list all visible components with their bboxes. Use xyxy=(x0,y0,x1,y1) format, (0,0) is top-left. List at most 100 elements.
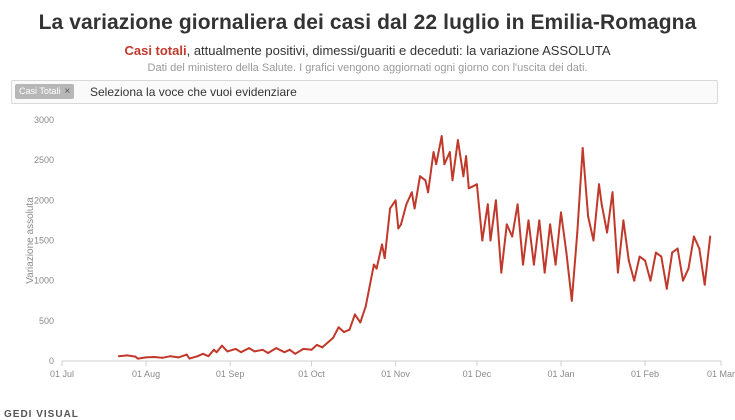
x-tick-label: 01 Aug xyxy=(132,369,160,379)
data-point xyxy=(505,223,508,226)
data-point xyxy=(310,348,313,351)
data-point xyxy=(486,203,489,206)
series-line[interactable] xyxy=(118,135,712,360)
data-point xyxy=(126,354,129,357)
data-point xyxy=(559,211,562,214)
data-point xyxy=(565,251,568,254)
source-note: Dati del ministero della Salute. I grafi… xyxy=(147,62,588,74)
data-point xyxy=(288,348,291,351)
data-point xyxy=(500,271,503,274)
data-point xyxy=(253,350,256,353)
subtitle-rest: , attualmente positivi, dimessi/guariti … xyxy=(186,43,611,58)
data-point xyxy=(665,287,668,290)
data-point xyxy=(136,357,139,360)
data-point xyxy=(570,299,573,302)
data-point xyxy=(633,279,636,282)
series-filter-bar[interactable]: Casi Totali × xyxy=(11,80,718,104)
subtitle-highlight[interactable]: Casi totali xyxy=(124,43,187,58)
data-point xyxy=(326,341,329,344)
x-tick-label: 01 Jan xyxy=(547,369,574,379)
data-point xyxy=(622,219,625,222)
y-axis: 0 500 1000 1500 2000 2500 3000 xyxy=(34,115,54,366)
data-point xyxy=(606,231,609,234)
data-point xyxy=(448,151,451,154)
x-axis: 01 Jul 01 Aug 01 Sep 01 Oct 01 Nov 01 Dec 01 J… xyxy=(50,360,735,379)
data-point xyxy=(185,353,188,356)
data-point xyxy=(554,263,557,266)
data-point xyxy=(581,147,584,150)
data-point xyxy=(294,352,297,355)
data-point xyxy=(489,239,492,242)
x-tick-label: 01 Oct xyxy=(298,369,325,379)
data-point xyxy=(649,279,652,282)
data-point xyxy=(638,255,641,258)
data-point xyxy=(611,191,614,194)
data-point xyxy=(660,255,663,258)
y-tick-label: 2000 xyxy=(34,195,54,205)
data-point xyxy=(134,355,137,358)
data-point xyxy=(440,135,443,138)
data-point xyxy=(381,243,384,246)
data-point xyxy=(389,207,392,210)
data-point xyxy=(597,183,600,186)
data-point xyxy=(207,355,210,358)
data-point xyxy=(343,331,346,334)
y-tick-label: 1500 xyxy=(34,236,54,246)
data-point xyxy=(315,343,318,346)
data-point xyxy=(511,235,514,238)
data-point xyxy=(383,257,386,260)
data-point xyxy=(698,247,701,250)
data-point xyxy=(644,259,647,262)
data-point xyxy=(522,263,525,266)
y-tick-label: 3000 xyxy=(34,115,54,125)
y-tick-label: 2500 xyxy=(34,155,54,165)
data-point xyxy=(703,283,706,286)
data-point xyxy=(481,239,484,242)
series-layer xyxy=(117,135,712,360)
data-point xyxy=(682,279,685,282)
selected-series-chip[interactable]: Casi Totali × xyxy=(15,84,75,99)
data-point xyxy=(616,271,619,274)
data-point xyxy=(248,347,251,350)
data-point xyxy=(399,223,402,226)
data-point xyxy=(302,347,305,350)
data-point xyxy=(394,199,397,202)
x-tick-label: 01 Sep xyxy=(216,369,245,379)
data-point xyxy=(397,227,400,230)
data-point xyxy=(215,351,218,354)
data-point xyxy=(692,235,695,238)
data-point xyxy=(221,344,224,347)
data-point xyxy=(405,203,408,206)
data-point xyxy=(332,336,335,339)
data-point xyxy=(375,267,378,270)
data-point xyxy=(196,355,199,358)
data-point xyxy=(424,179,427,182)
data-point xyxy=(465,155,468,158)
chip-label: Casi Totali xyxy=(19,86,61,96)
data-point xyxy=(161,356,164,359)
data-point xyxy=(226,350,229,353)
data-point xyxy=(234,347,237,350)
x-tick-label: 01 Nov xyxy=(381,369,410,379)
data-point xyxy=(153,355,156,358)
data-point xyxy=(283,351,286,354)
data-point xyxy=(654,251,657,254)
data-point xyxy=(261,348,264,351)
data-point xyxy=(413,207,416,210)
series-search-input[interactable] xyxy=(90,81,690,103)
data-point xyxy=(353,313,356,316)
close-icon[interactable]: × xyxy=(64,86,71,97)
data-point xyxy=(451,179,454,182)
data-point xyxy=(212,348,215,351)
y-tick-label: 0 xyxy=(49,356,54,366)
data-point xyxy=(467,187,470,190)
data-point xyxy=(410,191,413,194)
data-point xyxy=(169,355,172,358)
data-point xyxy=(432,151,435,154)
data-point xyxy=(321,346,324,349)
data-point xyxy=(443,163,446,166)
data-point xyxy=(538,219,541,222)
data-point xyxy=(275,347,278,350)
data-point xyxy=(364,305,367,308)
